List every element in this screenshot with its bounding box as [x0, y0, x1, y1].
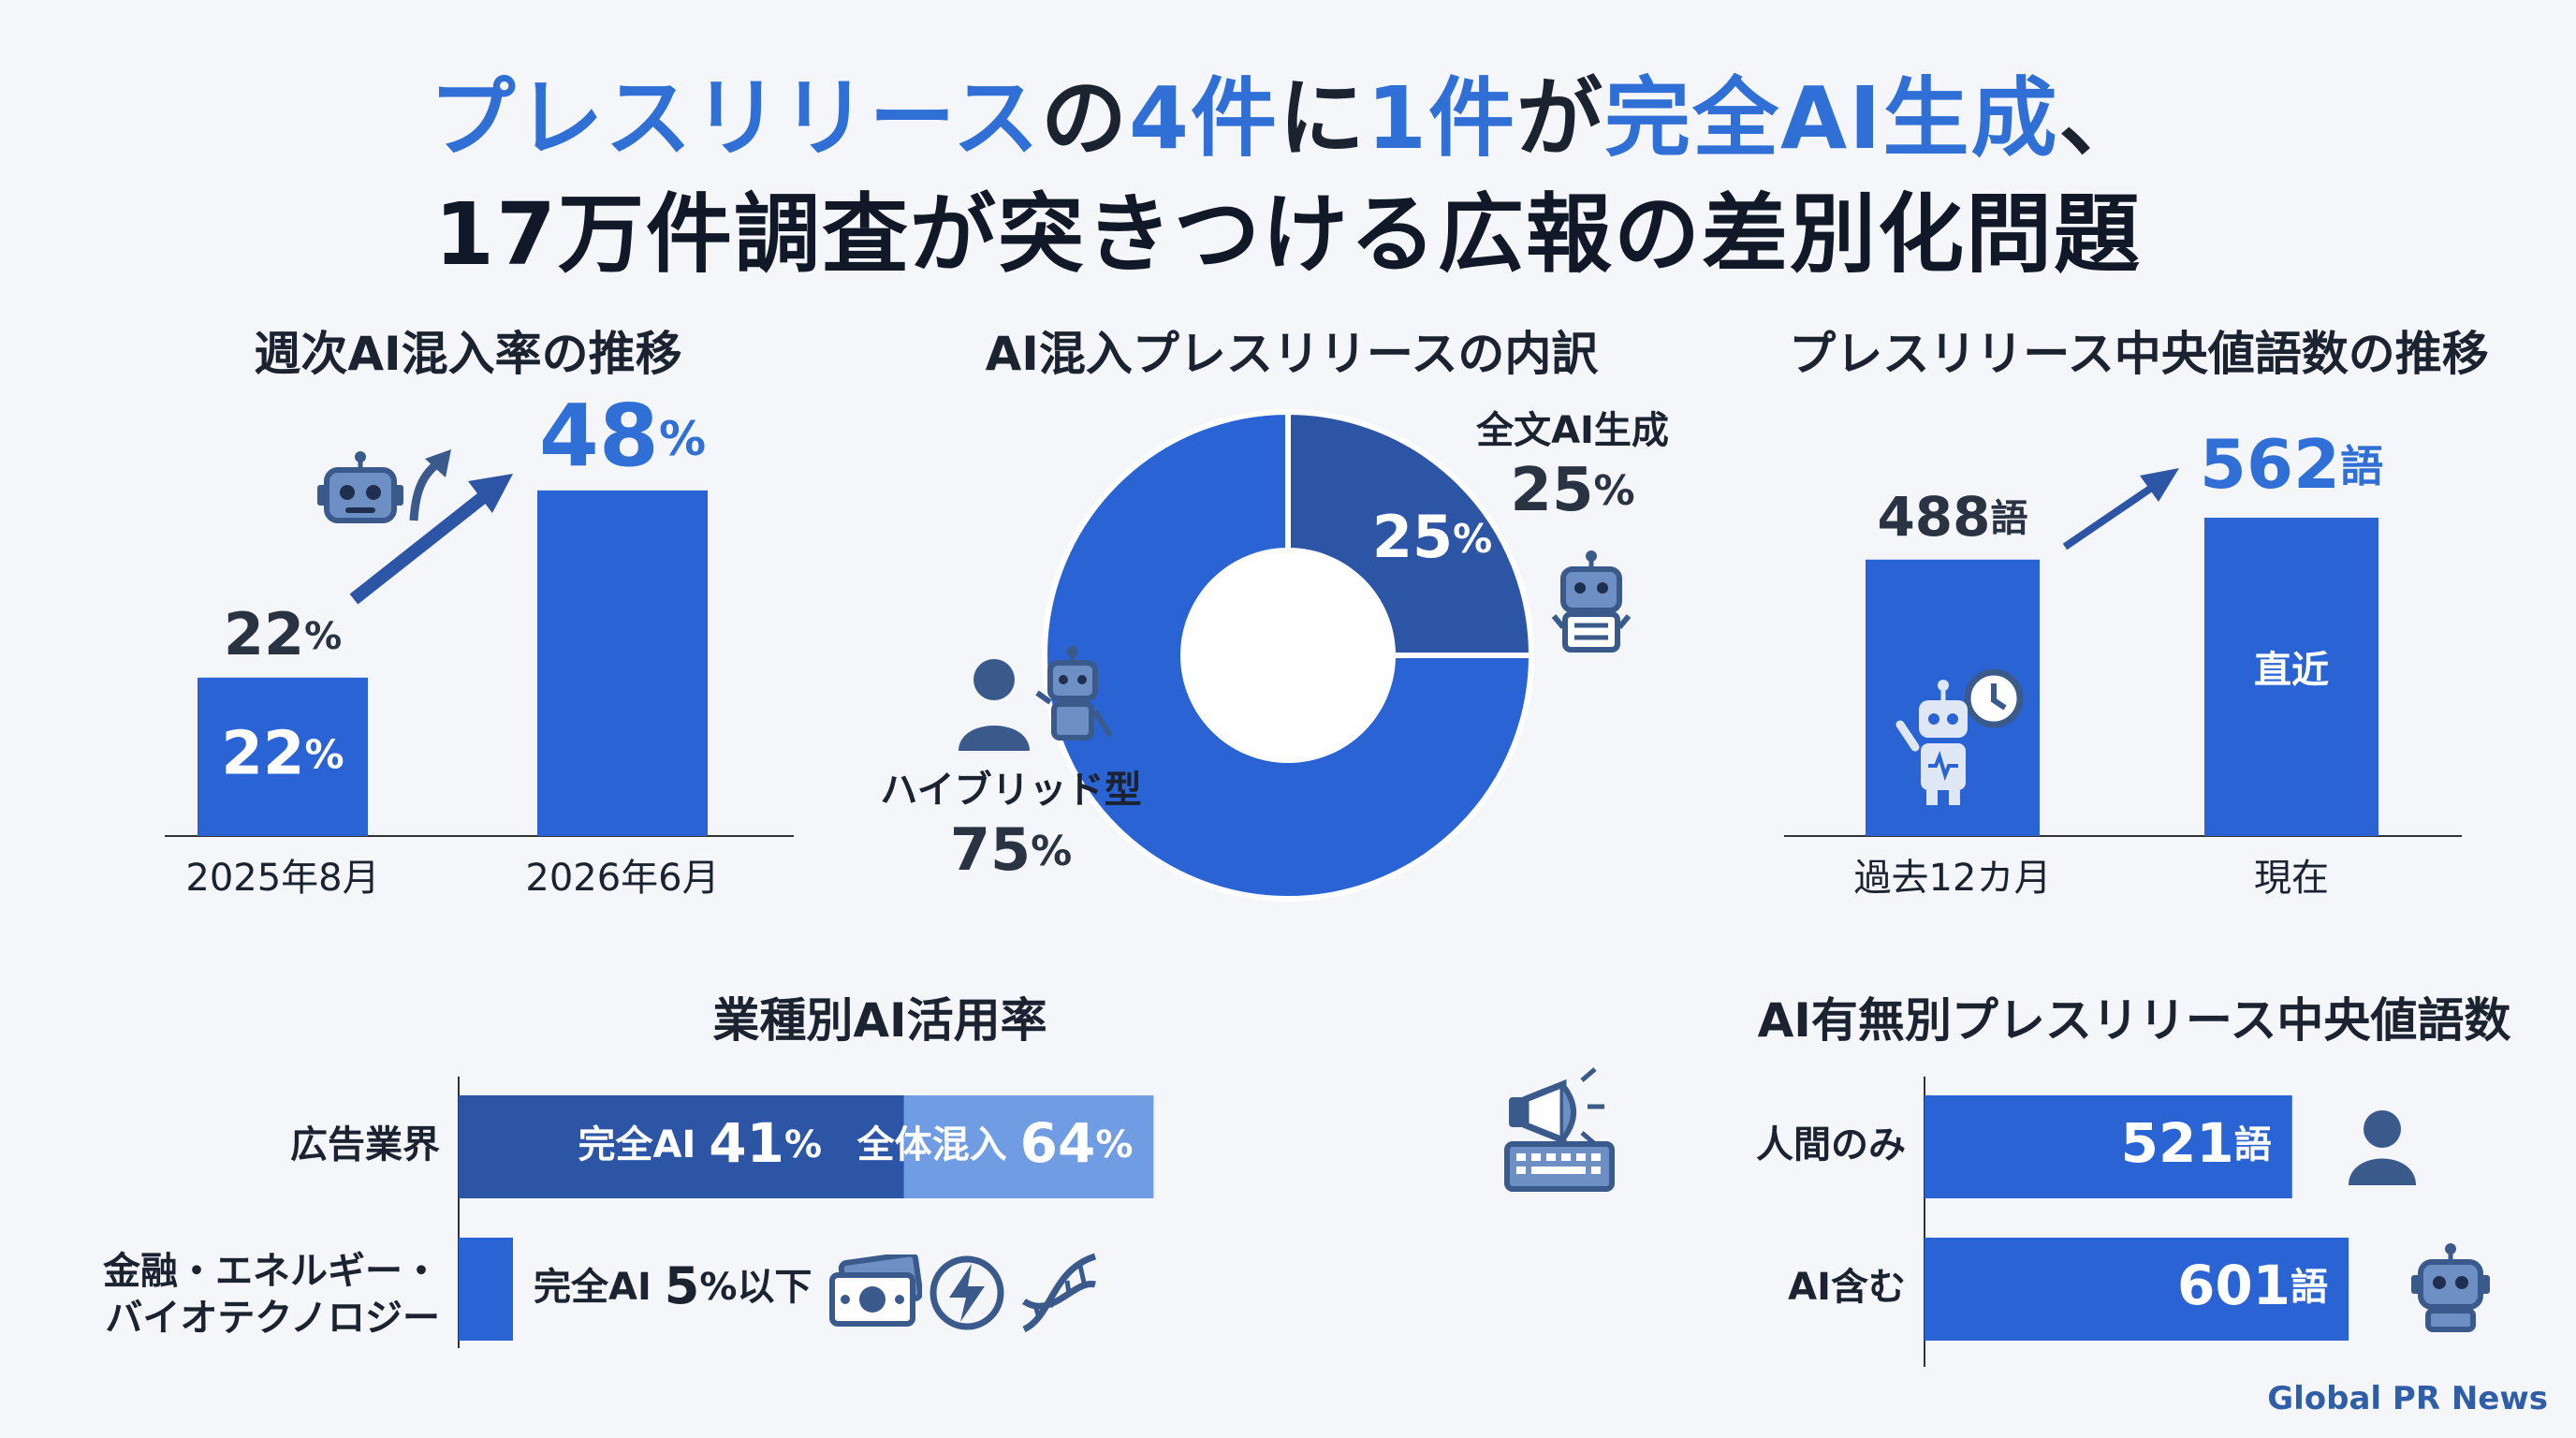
- bar-full-ai: [459, 1238, 513, 1341]
- title-segment: 4件: [1128, 68, 1279, 169]
- person-icon: [2349, 1110, 2416, 1185]
- chart3-title: プレスリリース中央値語数の推移: [1789, 327, 2489, 381]
- bar-value-label: 488語: [1877, 485, 2027, 549]
- robot-icon: [317, 451, 403, 523]
- megaphone-keyboard-icon: [1504, 1067, 1615, 1192]
- chart2-title: AI混入プレスリリースの内訳: [985, 327, 1599, 381]
- title-segment: 完全AI生成: [1604, 68, 2059, 169]
- human-robot-icon: [959, 646, 1113, 751]
- slice-value-label: 75%: [950, 815, 1072, 884]
- bar-value-label: 601語: [2177, 1254, 2328, 1317]
- y-tick-label: 金融・エネルギー・: [102, 1250, 440, 1293]
- bar-value-label: 48%: [539, 386, 706, 486]
- title-segment: に: [1278, 68, 1367, 169]
- x-tick-label: 2025年8月: [185, 857, 379, 900]
- page-title-line1: プレスリリースの4件に1件が完全AI生成、: [0, 49, 2576, 173]
- title-segment: 1件: [1366, 68, 1516, 169]
- bar: [198, 677, 368, 836]
- slice-name-label: 全文AI生成: [1475, 409, 1669, 452]
- energy-icon: [929, 1255, 1004, 1330]
- bar-label: 完全AI 41%: [578, 1111, 823, 1175]
- slice-inner-label: 25%: [1372, 503, 1492, 571]
- chart4-title: 業種別AI活用率: [712, 993, 1047, 1048]
- bar: [1925, 1238, 2349, 1341]
- chart1-title: 週次AI混入率の推移: [254, 327, 682, 381]
- bar: [1925, 1095, 2292, 1198]
- donut-hole: [1183, 550, 1393, 760]
- page-title-line2: 17万件調査が突きつける広報の差別化問題: [433, 184, 2143, 285]
- bar: [2204, 517, 2378, 836]
- bar-value-label: 22%: [224, 600, 342, 668]
- x-tick-label: 現在: [2254, 857, 2329, 900]
- y-tick-label: 広告業界: [290, 1123, 440, 1167]
- x-tick-label: 2026年6月: [525, 857, 719, 900]
- slice-name-label: ハイブリッド型: [880, 769, 1141, 812]
- y-tick-label: AI含む: [1788, 1266, 1906, 1309]
- title-segment: の: [1040, 68, 1129, 169]
- bar-label: 完全AI 5%以下: [534, 1256, 812, 1315]
- bar-inner-label: 直近: [2254, 649, 2329, 692]
- bar: [537, 490, 708, 836]
- up-arrow-icon: [409, 449, 451, 521]
- bar-full-ai: [459, 1095, 904, 1198]
- chart5-title: AI有無別プレスリリース中央値語数: [1757, 993, 2511, 1048]
- brand-label: Global PR News: [2267, 1380, 2548, 1417]
- title-segment: 、: [2058, 68, 2147, 169]
- robot-clock-icon: [1895, 668, 2024, 805]
- trend-arrow-head: [2140, 468, 2179, 502]
- writing-robot-icon: [1551, 550, 1632, 653]
- bar-value-label: 521語: [2121, 1111, 2272, 1175]
- trend-arrow-head: [468, 474, 513, 513]
- trend-arrow: [349, 489, 491, 605]
- trend-arrow: [2062, 483, 2156, 550]
- y-tick-label: バイオテクノロジー: [105, 1297, 440, 1340]
- title-segment: プレスリリース: [429, 68, 1041, 169]
- dna-icon: [1022, 1253, 1097, 1333]
- money-icon: [829, 1255, 922, 1327]
- bar-label: 全体混入 64%: [856, 1111, 1134, 1175]
- slice-value-label: 25%: [1510, 456, 1634, 525]
- x-tick-label: 過去12カ月: [1854, 857, 2052, 900]
- y-tick-label: 人間のみ: [1756, 1123, 1906, 1167]
- robot-icon-2: [2411, 1243, 2490, 1332]
- bar-inner-label: 22%: [221, 719, 344, 788]
- bar-value-label: 562語: [2200, 425, 2383, 504]
- title-segment: が: [1516, 68, 1605, 169]
